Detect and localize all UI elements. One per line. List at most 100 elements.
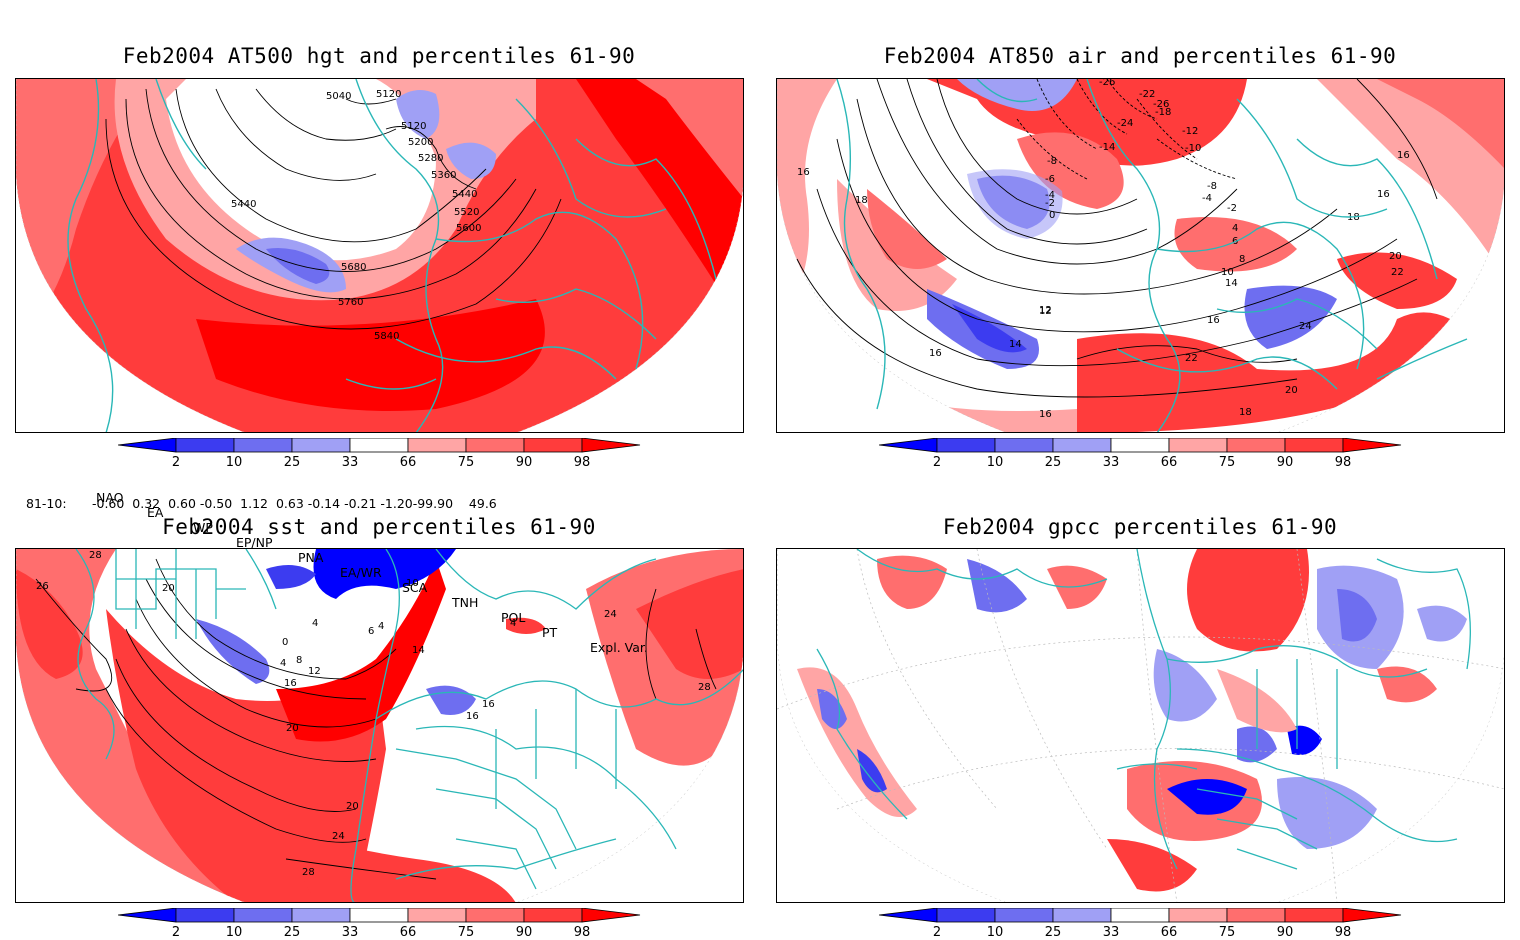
colorbar-tick-label: 90 [1276,455,1294,470]
contour-label: 4 [280,658,286,669]
contour-label: 5680 [341,262,366,273]
index-header: POL [501,610,526,625]
colorbar-swatch [1110,438,1170,453]
teleconnection-row-values: -0.60 0.32 0.60 -0.50 1.12 0.63 -0.14 -0… [92,496,497,511]
contour-label: 22 [1185,353,1198,364]
colorbar-tick-label: 66 [399,455,417,470]
panel-1-title: Feb2004 AT500 hgt and percentiles 61-90 [122,44,636,68]
contour-label: -4 [1045,190,1055,201]
contour-label: 5040 [326,91,351,102]
colorbar-svg [879,438,1402,453]
contour-label: 12 [1039,305,1052,316]
colorbar-swatch [118,908,177,923]
contour-label: -10 [1185,143,1201,154]
colorbar-svg [118,908,641,923]
colorbar-tick-label: 2 [171,455,181,470]
contour-label: -12 [1182,126,1198,137]
contour-label: 14 [1009,339,1022,350]
index-header: EA [147,505,164,520]
contour-label: -26 [1099,79,1115,88]
colorbar-tick-label: 10 [225,925,243,940]
colorbar-swatch [349,438,409,453]
contour-label: 5200 [408,137,433,148]
contour-label: 5280 [418,153,443,164]
contour-label: -4 [1202,193,1212,204]
panel-3-contour-labels: 28 26 20 0 4 8 12 16 20 20 24 28 4 6 4 1… [36,550,711,878]
contour-label: 28 [89,550,102,561]
colorbar-swatch [1342,438,1402,453]
map-panel-air850: -26 -22 -26 -24 -18 -12 -14 -10 -8 -6 -4… [776,78,1505,433]
colorbar-swatch [175,438,235,453]
contour-label: -14 [1099,142,1115,153]
contour-label: -26 [1153,99,1169,110]
colorbar-swatch [175,908,235,923]
contour-label: 18 [1239,407,1252,418]
contour-label: 28 [302,867,315,878]
colorbar-swatch [465,908,525,923]
colorbar-tick-label: 33 [341,925,359,940]
colorbar-swatch [407,438,467,453]
contour-label: 24 [604,609,617,620]
colorbar-tick-label: 33 [1102,455,1120,470]
contour-label: 20 [162,583,175,594]
colorbar-swatch [936,908,996,923]
contour-label: 10 [406,578,419,589]
contour-label: 16 [929,348,942,359]
panel-3-title: Feb2004 sst and percentiles 61-90 [162,515,596,539]
colorbar-tick-label: 25 [283,925,301,940]
contour-label: 4 [1232,223,1238,234]
panel-2-contour-labels: -26 -22 -26 -24 -18 -12 -14 -10 -8 -6 -4… [797,79,1410,420]
colorbar-swatch [1284,908,1344,923]
colorbar-tick-label: 66 [1160,925,1178,940]
colorbar-swatch [233,438,293,453]
colorbar-swatch [291,438,351,453]
map-panel-sst: 28 26 20 0 4 8 12 16 20 20 24 28 4 6 4 1… [15,548,744,903]
contour-label: 5840 [374,331,399,342]
contour-label: 22 [1391,267,1404,278]
contour-label: 16 [797,167,810,178]
colorbar-swatch [1110,908,1170,923]
colorbar-swatch [118,438,177,453]
contour-label: -24 [1117,118,1133,129]
contour-label: 8 [296,655,302,666]
colorbar-top-left: 2 10 25 33 66 75 90 98 [118,438,642,470]
contour-label: 26 [36,581,49,592]
contour-label: 5120 [376,89,401,100]
contour-label: 5440 [231,199,256,210]
colorbar-tick-label: 75 [457,925,475,940]
colorbar-swatch [936,438,996,453]
contour-label: 5360 [431,170,456,181]
contour-label: 20 [346,801,359,812]
colorbar-swatch [581,438,641,453]
colorbar-bottom-right: 2 10 25 33 66 75 90 98 [879,908,1403,940]
colorbar-swatch [465,438,525,453]
colorbar-swatch [581,908,641,923]
colorbar-swatch [1226,908,1286,923]
colorbar-tick-label: 90 [515,925,533,940]
colorbar-tick-label: 25 [283,455,301,470]
contour-label: 16 [1039,409,1052,420]
colorbar-swatch [1226,438,1286,453]
colorbar-tick-label: 2 [932,455,942,470]
colorbar-tick-label: 2 [932,925,942,940]
map-panel-hgt500: 5040 5120 5120 5200 5280 5360 5440 5440 … [15,78,744,433]
contour-label: 5600 [456,223,481,234]
contour-label: 16 [1377,189,1390,200]
colorbar-swatch [1342,908,1402,923]
contour-label: -2 [1227,203,1237,214]
contour-label: -6 [1045,174,1055,185]
contour-label: 20 [286,723,299,734]
colorbar-tick-label: 33 [341,455,359,470]
index-header: EA/WR [340,565,382,580]
contour-label: 4 [510,618,516,629]
colorbar-tick-label: 98 [1334,455,1352,470]
contour-label: 4 [378,621,384,632]
colorbar-bottom-left: 2 10 25 33 66 75 90 98 [118,908,642,940]
colorbar-top-right: 2 10 25 33 66 75 90 98 [879,438,1403,470]
colorbar-tick-label: 10 [225,455,243,470]
contour-label: 5440 [452,189,477,200]
contour-label: 5520 [454,207,479,218]
colorbar-swatch [1168,908,1228,923]
teleconnection-headers: NAO EA WP EP/NP PNA EA/WR SCA TNH POL PT… [96,475,648,655]
colorbar-tick-label: 10 [986,925,1004,940]
